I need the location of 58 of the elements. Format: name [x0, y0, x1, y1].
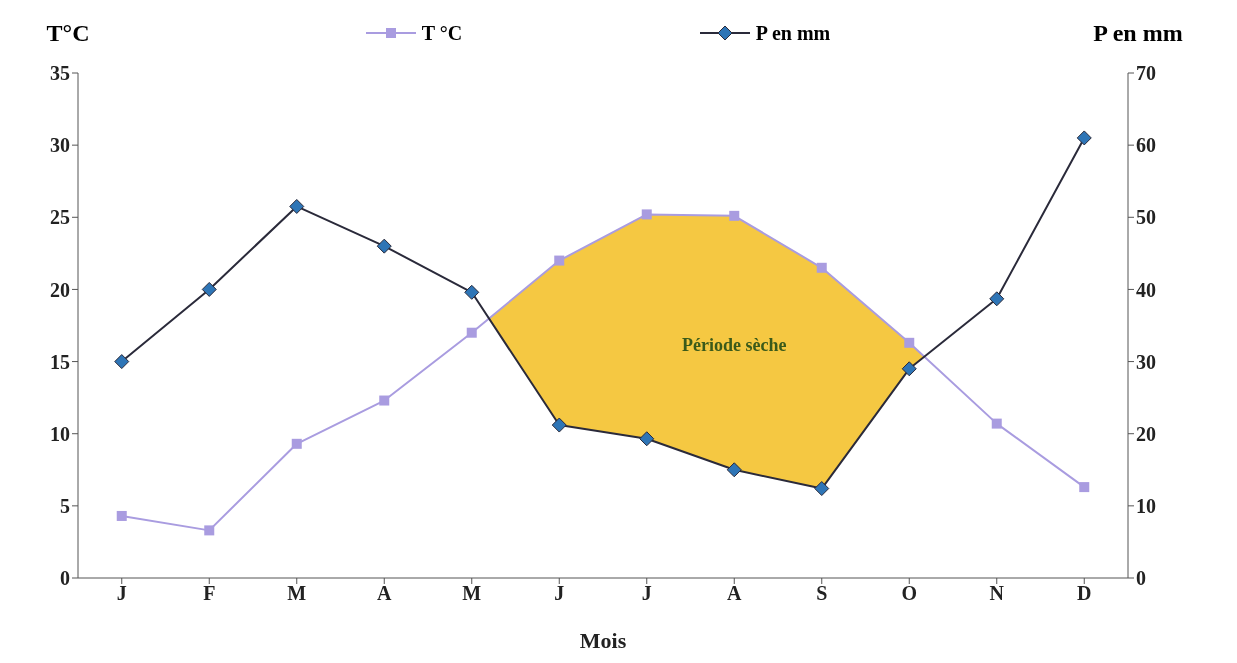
point — [641, 209, 652, 220]
point — [201, 281, 217, 297]
point — [376, 238, 392, 254]
x-tick-label: J — [554, 582, 565, 605]
x-tick-label: J — [116, 582, 127, 605]
point — [116, 510, 127, 521]
point — [1076, 130, 1092, 146]
y-tick-label: 5 — [60, 494, 70, 517]
point — [904, 337, 915, 348]
point — [466, 327, 477, 338]
point — [901, 361, 917, 377]
point — [816, 262, 827, 273]
x-tick-label: O — [901, 582, 918, 605]
y2-tick-label: 30 — [1136, 350, 1156, 373]
y-tick-label: 25 — [50, 206, 70, 229]
y-tick-label: 0 — [60, 567, 70, 590]
y-tick-label: 30 — [50, 134, 70, 157]
y-tick-label: 15 — [50, 350, 70, 373]
y2-tick-label: 70 — [1136, 62, 1156, 85]
y-tick-label: 35 — [50, 62, 70, 85]
x-tick-label: F — [203, 582, 216, 605]
y-axis-title: T°C — [45, 19, 91, 47]
point — [989, 291, 1005, 307]
point — [114, 354, 130, 370]
y2-tick-label: 60 — [1136, 134, 1156, 157]
x-tick-label: J — [641, 582, 652, 605]
point — [289, 198, 305, 214]
x-tick-label: S — [816, 582, 828, 605]
point — [551, 417, 567, 433]
point — [729, 210, 740, 221]
x-tick-label: A — [377, 582, 393, 605]
y-tick-label: 10 — [50, 422, 70, 445]
annotation: Période sèche — [682, 335, 787, 356]
y2-tick-label: 10 — [1136, 494, 1156, 517]
x-tick-label: N — [989, 582, 1005, 605]
legend-label: P en mm — [754, 21, 831, 45]
y-tick-label: 20 — [50, 278, 70, 301]
point — [554, 255, 565, 266]
x-tick-label: M — [462, 582, 482, 605]
point — [1079, 482, 1090, 493]
y2-axis-title: P en mm — [1092, 19, 1184, 47]
x-axis-title: Mois — [579, 628, 627, 653]
point — [379, 395, 390, 406]
y2-tick-label: 0 — [1136, 567, 1146, 590]
point — [464, 284, 480, 300]
x-tick-label: D — [1077, 582, 1092, 605]
legend-label: T °C — [420, 21, 463, 45]
point — [204, 525, 215, 536]
point — [291, 438, 302, 449]
y2-tick-label: 20 — [1136, 422, 1156, 445]
point — [726, 462, 742, 478]
point — [639, 431, 655, 447]
point — [814, 481, 830, 497]
y2-tick-label: 40 — [1136, 278, 1156, 301]
y2-tick-label: 50 — [1136, 206, 1156, 229]
x-tick-label: A — [727, 582, 743, 605]
point — [991, 418, 1002, 429]
x-tick-label: M — [287, 582, 307, 605]
